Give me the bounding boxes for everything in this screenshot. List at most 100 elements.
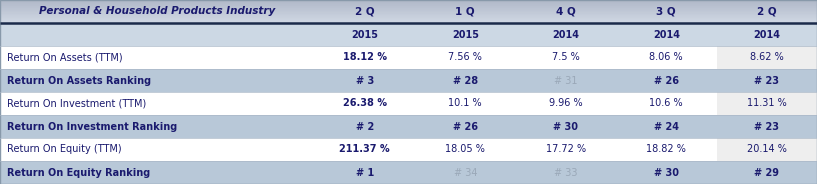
Bar bbox=[0, 8, 817, 9]
Text: # 26: # 26 bbox=[453, 121, 478, 132]
Bar bbox=[0, 6, 817, 7]
Bar bbox=[616, 138, 717, 161]
Text: 8.62 %: 8.62 % bbox=[750, 52, 784, 63]
Text: 4 Q: 4 Q bbox=[556, 6, 576, 17]
Bar bbox=[0, 10, 817, 11]
Bar bbox=[717, 115, 817, 138]
Text: 11.31 %: 11.31 % bbox=[747, 98, 787, 109]
Bar bbox=[0, 4, 817, 5]
Bar bbox=[315, 138, 415, 161]
Bar bbox=[516, 92, 616, 115]
Text: # 26: # 26 bbox=[654, 75, 679, 86]
Text: 2014: 2014 bbox=[552, 29, 579, 40]
Text: 26.38 %: 26.38 % bbox=[343, 98, 386, 109]
Text: 18.05 %: 18.05 % bbox=[445, 144, 485, 155]
Bar bbox=[0, 22, 817, 23]
Text: 7.5 %: 7.5 % bbox=[552, 52, 579, 63]
Text: 17.72 %: 17.72 % bbox=[546, 144, 586, 155]
Text: Return On Equity (TTM): Return On Equity (TTM) bbox=[7, 144, 121, 155]
Text: Return On Equity Ranking: Return On Equity Ranking bbox=[7, 167, 150, 178]
Text: # 33: # 33 bbox=[554, 167, 578, 178]
Bar bbox=[0, 0, 817, 1]
Bar bbox=[0, 14, 817, 15]
Bar bbox=[717, 69, 817, 92]
Bar bbox=[0, 4, 817, 5]
Text: # 3: # 3 bbox=[355, 75, 374, 86]
Text: Return On Assets (TTM): Return On Assets (TTM) bbox=[7, 52, 123, 63]
Bar bbox=[415, 69, 516, 92]
Bar bbox=[0, 21, 817, 22]
Bar bbox=[0, 11, 817, 12]
Bar bbox=[0, 1, 817, 2]
Text: 211.37 %: 211.37 % bbox=[340, 144, 390, 155]
Text: 2014: 2014 bbox=[753, 29, 780, 40]
Bar bbox=[717, 138, 817, 161]
Text: # 23: # 23 bbox=[754, 75, 779, 86]
Text: 9.96 %: 9.96 % bbox=[549, 98, 583, 109]
Bar bbox=[315, 46, 415, 69]
Bar bbox=[0, 19, 817, 20]
Bar bbox=[516, 161, 616, 184]
Bar bbox=[0, 3, 817, 4]
Text: 2014: 2014 bbox=[653, 29, 680, 40]
Text: 2015: 2015 bbox=[452, 29, 479, 40]
Bar bbox=[415, 138, 516, 161]
Bar bbox=[0, 46, 315, 69]
Bar bbox=[0, 7, 817, 8]
Text: 7.56 %: 7.56 % bbox=[449, 52, 482, 63]
Bar bbox=[0, 5, 817, 6]
Bar bbox=[0, 69, 315, 92]
Bar bbox=[415, 115, 516, 138]
Bar bbox=[616, 115, 717, 138]
Text: # 28: # 28 bbox=[453, 75, 478, 86]
Bar bbox=[516, 46, 616, 69]
Bar bbox=[516, 138, 616, 161]
Bar bbox=[415, 46, 516, 69]
Bar bbox=[0, 23, 817, 46]
Text: 3 Q: 3 Q bbox=[656, 6, 676, 17]
Bar bbox=[516, 69, 616, 92]
Bar bbox=[0, 20, 817, 21]
Text: # 2: # 2 bbox=[355, 121, 374, 132]
Text: # 23: # 23 bbox=[754, 121, 779, 132]
Bar bbox=[0, 161, 315, 184]
Bar bbox=[616, 46, 717, 69]
Bar bbox=[717, 92, 817, 115]
Text: 10.1 %: 10.1 % bbox=[449, 98, 482, 109]
Bar bbox=[616, 69, 717, 92]
Bar bbox=[415, 92, 516, 115]
Bar bbox=[0, 13, 817, 14]
Bar bbox=[0, 92, 315, 115]
Bar bbox=[315, 115, 415, 138]
Bar bbox=[0, 7, 817, 8]
Bar bbox=[516, 115, 616, 138]
Bar bbox=[0, 17, 817, 18]
Bar bbox=[0, 115, 315, 138]
Bar bbox=[616, 161, 717, 184]
Text: 1 Q: 1 Q bbox=[455, 6, 475, 17]
Text: 18.12 %: 18.12 % bbox=[343, 52, 386, 63]
Bar bbox=[0, 9, 817, 10]
Bar bbox=[0, 15, 817, 16]
Text: # 31: # 31 bbox=[554, 75, 578, 86]
Text: Return On Assets Ranking: Return On Assets Ranking bbox=[7, 75, 150, 86]
Bar bbox=[315, 69, 415, 92]
Bar bbox=[0, 8, 817, 9]
Text: Return On Investment (TTM): Return On Investment (TTM) bbox=[7, 98, 145, 109]
Text: 2 Q: 2 Q bbox=[355, 6, 375, 17]
Bar bbox=[0, 19, 817, 20]
Bar bbox=[0, 18, 817, 19]
Bar bbox=[616, 92, 717, 115]
Bar bbox=[0, 138, 315, 161]
Bar bbox=[315, 161, 415, 184]
Bar bbox=[717, 161, 817, 184]
Text: 18.82 %: 18.82 % bbox=[646, 144, 686, 155]
Text: # 1: # 1 bbox=[355, 167, 374, 178]
Bar bbox=[415, 161, 516, 184]
Bar bbox=[0, 12, 817, 13]
Text: # 24: # 24 bbox=[654, 121, 679, 132]
Text: # 29: # 29 bbox=[754, 167, 779, 178]
Text: 2 Q: 2 Q bbox=[757, 6, 777, 17]
Bar bbox=[0, 2, 817, 3]
Bar bbox=[0, 16, 817, 17]
